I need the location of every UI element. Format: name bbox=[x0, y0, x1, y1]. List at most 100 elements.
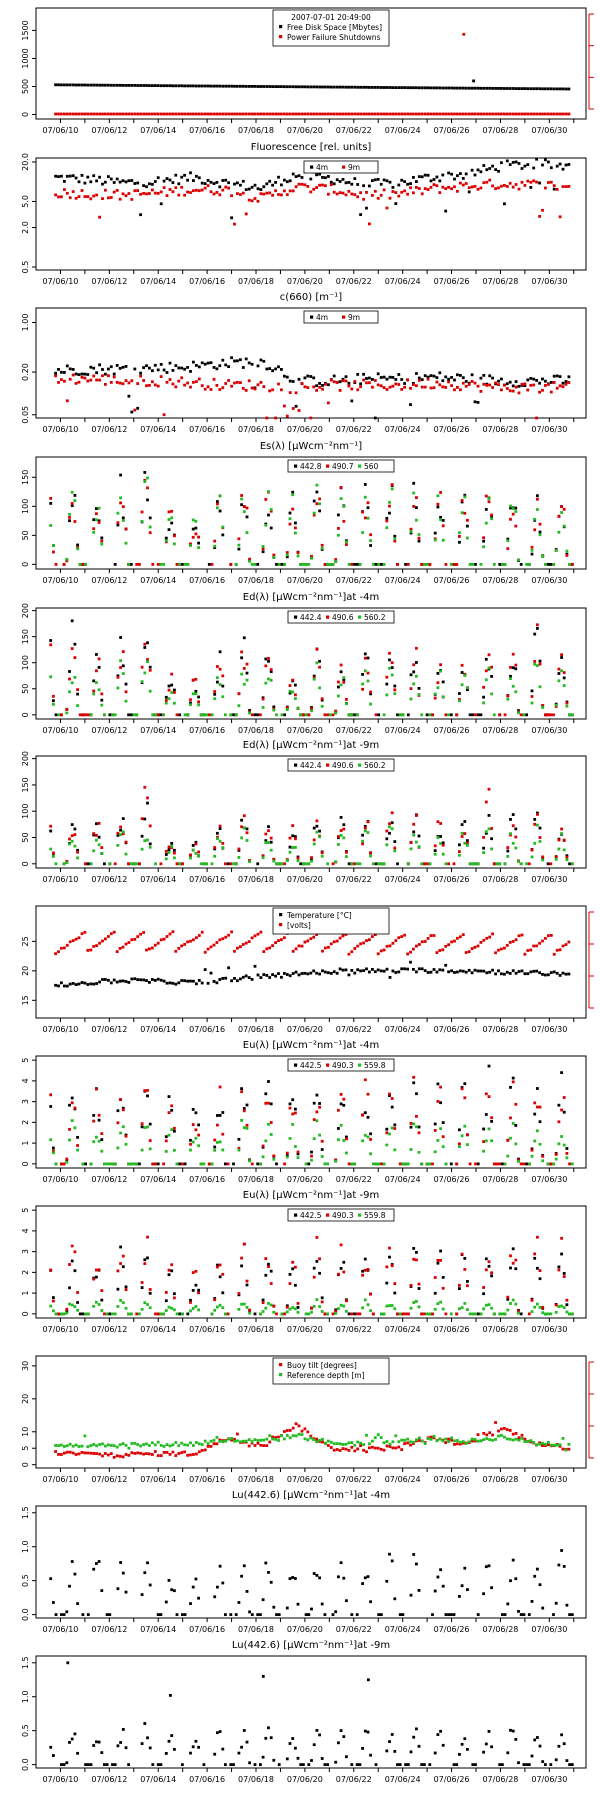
data-point bbox=[140, 680, 144, 683]
data-point bbox=[511, 389, 515, 393]
data-point bbox=[146, 1089, 149, 1092]
data-point bbox=[162, 563, 165, 566]
data-point bbox=[145, 384, 148, 388]
data-point bbox=[280, 183, 283, 187]
data-point bbox=[544, 713, 547, 717]
data-point bbox=[116, 1287, 120, 1291]
series-1 bbox=[49, 801, 571, 866]
data-point bbox=[447, 943, 450, 947]
data-point bbox=[92, 945, 96, 948]
data-point bbox=[385, 1304, 389, 1308]
data-point bbox=[76, 704, 79, 707]
data-point bbox=[514, 1437, 518, 1441]
data-point bbox=[253, 112, 257, 116]
data-point bbox=[244, 389, 248, 392]
data-point bbox=[482, 836, 485, 839]
data-point bbox=[436, 1082, 440, 1086]
data-point bbox=[503, 862, 507, 866]
data-point bbox=[92, 1114, 96, 1117]
data-point bbox=[390, 666, 394, 669]
data-point bbox=[441, 1276, 445, 1279]
data-point bbox=[97, 1560, 101, 1563]
data-point bbox=[97, 1303, 101, 1306]
data-point bbox=[54, 1312, 58, 1316]
x-tick-label: 07/06/12 bbox=[91, 277, 127, 286]
y-tick-label: 15 bbox=[21, 995, 30, 1005]
data-point bbox=[484, 521, 488, 525]
data-point bbox=[95, 681, 98, 684]
data-point bbox=[274, 416, 277, 420]
x-tick-label: 07/06/12 bbox=[91, 726, 127, 735]
data-point bbox=[466, 536, 469, 540]
data-point bbox=[494, 168, 497, 171]
data-point bbox=[379, 1436, 383, 1439]
data-point bbox=[460, 500, 464, 504]
data-point bbox=[388, 944, 392, 948]
data-point bbox=[533, 1256, 537, 1260]
data-point bbox=[337, 1741, 340, 1745]
data-point bbox=[449, 563, 453, 566]
data-point bbox=[80, 932, 84, 936]
data-point bbox=[353, 563, 356, 566]
data-point bbox=[83, 1451, 87, 1455]
data-point bbox=[209, 361, 213, 365]
data-point bbox=[195, 1441, 198, 1444]
data-point bbox=[177, 1452, 181, 1455]
data-point bbox=[269, 1102, 273, 1106]
data-point bbox=[397, 86, 401, 89]
data-point bbox=[133, 84, 137, 87]
data-point bbox=[194, 692, 198, 696]
data-point bbox=[552, 87, 556, 91]
data-point bbox=[250, 386, 254, 390]
data-point bbox=[511, 1122, 515, 1125]
data-point bbox=[498, 713, 502, 717]
data-point bbox=[541, 706, 545, 709]
data-point bbox=[342, 1576, 346, 1580]
data-point bbox=[164, 1291, 168, 1294]
data-point bbox=[361, 687, 364, 691]
data-point bbox=[433, 1291, 437, 1295]
data-point bbox=[142, 1443, 145, 1446]
data-point bbox=[76, 1751, 79, 1755]
chart-title: Fluorescence [rel. units] bbox=[251, 142, 372, 153]
data-point bbox=[458, 535, 461, 538]
data-point bbox=[487, 1564, 491, 1568]
data-point bbox=[547, 160, 550, 164]
data-point bbox=[366, 1268, 370, 1271]
data-point bbox=[342, 680, 346, 684]
data-point bbox=[393, 692, 397, 695]
data-point bbox=[388, 1442, 392, 1446]
data-point bbox=[484, 1268, 488, 1272]
data-point bbox=[312, 838, 316, 842]
data-point bbox=[127, 394, 131, 398]
data-point bbox=[509, 517, 512, 521]
data-point bbox=[560, 669, 563, 673]
data-point bbox=[412, 682, 416, 686]
data-point bbox=[530, 545, 534, 549]
data-point bbox=[568, 713, 571, 717]
data-point bbox=[302, 563, 305, 566]
data-point bbox=[358, 862, 362, 866]
data-point bbox=[506, 1154, 510, 1158]
data-point bbox=[151, 1453, 154, 1456]
data-point bbox=[83, 376, 87, 380]
data-point bbox=[107, 112, 110, 116]
data-point bbox=[173, 1308, 176, 1312]
data-point bbox=[476, 1162, 480, 1166]
data-point bbox=[237, 856, 241, 859]
data-point bbox=[363, 483, 367, 486]
data-point bbox=[466, 524, 469, 528]
data-point bbox=[371, 968, 374, 971]
x-tick-label: 07/06/28 bbox=[482, 1325, 518, 1334]
data-point bbox=[494, 972, 497, 976]
data-point bbox=[84, 1312, 87, 1316]
data-point bbox=[366, 656, 370, 660]
data-point bbox=[494, 87, 497, 90]
data-point bbox=[146, 660, 149, 664]
data-point bbox=[153, 180, 157, 183]
data-point bbox=[174, 1454, 178, 1457]
data-point bbox=[189, 979, 192, 983]
data-point bbox=[547, 87, 550, 91]
data-point bbox=[444, 862, 448, 866]
data-point bbox=[124, 1453, 128, 1456]
